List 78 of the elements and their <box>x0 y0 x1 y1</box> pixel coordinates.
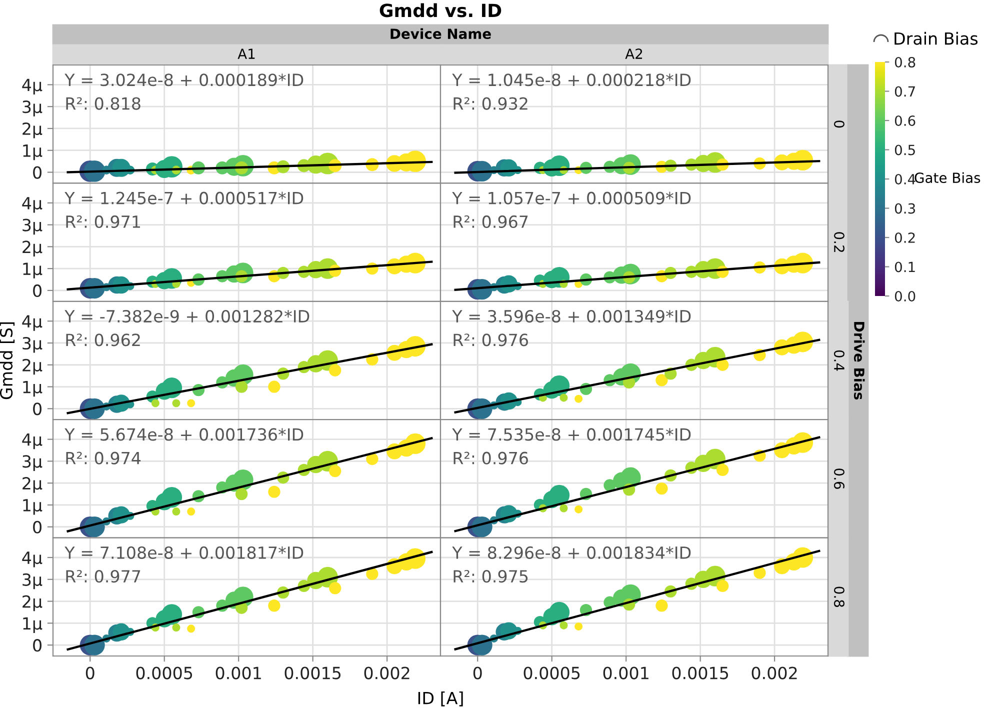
y-tick-label: 4μ <box>22 78 42 94</box>
annotation: R²: 0.974 <box>66 452 141 464</box>
annotation: Y = 3.024e-8 + 0.000189*ID <box>64 74 304 86</box>
x-tick-label: 0.0005 <box>136 666 192 680</box>
x-tick-label: 0.001 <box>603 666 648 680</box>
y-tick-label: 1μ <box>23 144 42 160</box>
y-tick-label: 0 <box>33 639 42 652</box>
x-tick-label: 0 <box>473 666 482 680</box>
legend-title: Drain Bias <box>894 32 978 45</box>
x-tick-label: 0.0005 <box>524 666 580 680</box>
y-tick-label: 4μ <box>22 315 42 331</box>
x-tick-label: 0.0015 <box>672 666 728 680</box>
y-tick-label: 2μ <box>22 122 42 138</box>
y-tick-label: 2μ <box>22 477 42 493</box>
x-tick-label: 0 <box>86 666 94 680</box>
color-bar-label: 0.3 <box>894 203 916 214</box>
y-tick-label: 1μ <box>23 262 42 278</box>
x-axis-title: ID [A] <box>418 691 463 706</box>
y2-axis-title: 0.8 <box>834 586 844 607</box>
annotation: R²: 0.962 <box>66 334 140 346</box>
chart-subtitle: A1 <box>238 48 255 59</box>
annotation: Y = -7.382e-9 + 0.001282*ID <box>64 310 310 323</box>
annotation: R²: 0.975 <box>454 570 528 583</box>
x-tick-label: 0.0015 <box>284 666 341 680</box>
y-tick-label: 4μ <box>22 433 42 450</box>
annotation: R²: 0.967 <box>454 215 528 228</box>
y-tick-label: 3μ <box>22 218 42 235</box>
y-tick-label: 1μ <box>23 617 42 633</box>
annotation: Y = 1.057e-7 + 0.000509*ID <box>452 192 691 204</box>
color-bar-label: 0.2 <box>894 232 915 243</box>
annotation: Y = 5.674e-8 + 0.001736*ID <box>64 428 304 441</box>
annotation: Y = 7.108e-8 + 0.001817*ID <box>64 546 304 559</box>
y2-axis-title: 0.6 <box>834 468 844 489</box>
annotation: R²: 0.971 <box>66 215 140 228</box>
annotation: Y = 8.296e-8 + 0.001834*ID <box>452 546 691 559</box>
annotation: R²: 0.932 <box>454 97 528 110</box>
annotation: Y = 7.535e-8 + 0.001745*ID <box>452 428 691 441</box>
y-tick-label: 3μ <box>22 573 42 590</box>
x-tick-label: 0.001 <box>216 666 261 680</box>
y-tick-label: 4μ <box>22 197 42 213</box>
y-tick-label: 3μ <box>22 455 42 471</box>
annotation: Y = 1.045e-8 + 0.000218*ID <box>452 74 691 86</box>
annotation: Y = 3.596e-8 + 0.001349*ID <box>452 310 691 323</box>
color-bar-label: 0.6 <box>894 115 916 126</box>
x-tick-label: 0.002 <box>752 666 797 680</box>
y-tick-label: 3μ <box>22 336 42 353</box>
color-bar-label: 0.0 <box>894 290 916 302</box>
y-tick-label: 1μ <box>23 499 42 515</box>
color-bar-label: 0.7 <box>894 86 915 97</box>
color-bar-label: 0.5 <box>894 144 915 156</box>
y-tick-label: 2μ <box>22 240 42 256</box>
y2-axis-title: 0.4 <box>834 350 844 371</box>
annotation: R²: 0.977 <box>66 570 140 583</box>
chart-title: Gmdd vs. ID <box>380 3 502 18</box>
color-bar-label: 0.1 <box>894 262 915 272</box>
color-bar-label: 0.4 <box>894 174 916 184</box>
y-tick-label: 0 <box>33 284 42 298</box>
y-tick-label: 2μ <box>22 595 42 612</box>
annotation: R²: 0.818 <box>66 97 140 110</box>
y2-axis-title: 0 <box>834 120 844 128</box>
y-tick-label: 0 <box>33 166 42 179</box>
y-tick-label: 4μ <box>22 552 42 568</box>
annotation: Y = 1.245e-7 + 0.000517*ID <box>64 192 304 204</box>
x-tick-label: 0.002 <box>364 666 410 680</box>
y-tick-label: 3μ <box>22 100 42 116</box>
y-axis-title: Gmdd [S] <box>0 322 15 400</box>
y-tick-label: 0 <box>33 520 42 534</box>
y-tick-label: 1μ <box>23 380 42 397</box>
annotation: R²: 0.976 <box>454 452 528 464</box>
annotation: R²: 0.976 <box>454 334 528 346</box>
text: Device Name <box>390 28 491 40</box>
chart-subtitle: A2 <box>625 48 642 59</box>
y-tick-label: 2μ <box>22 358 42 375</box>
y-tick-label: 0 <box>33 402 42 416</box>
text: Drive Bias <box>854 322 865 400</box>
color-bar-label: 0.8 <box>894 56 916 68</box>
y2-axis-title: 0.2 <box>834 232 844 252</box>
color-bar-title: Gate Bias <box>914 172 980 184</box>
